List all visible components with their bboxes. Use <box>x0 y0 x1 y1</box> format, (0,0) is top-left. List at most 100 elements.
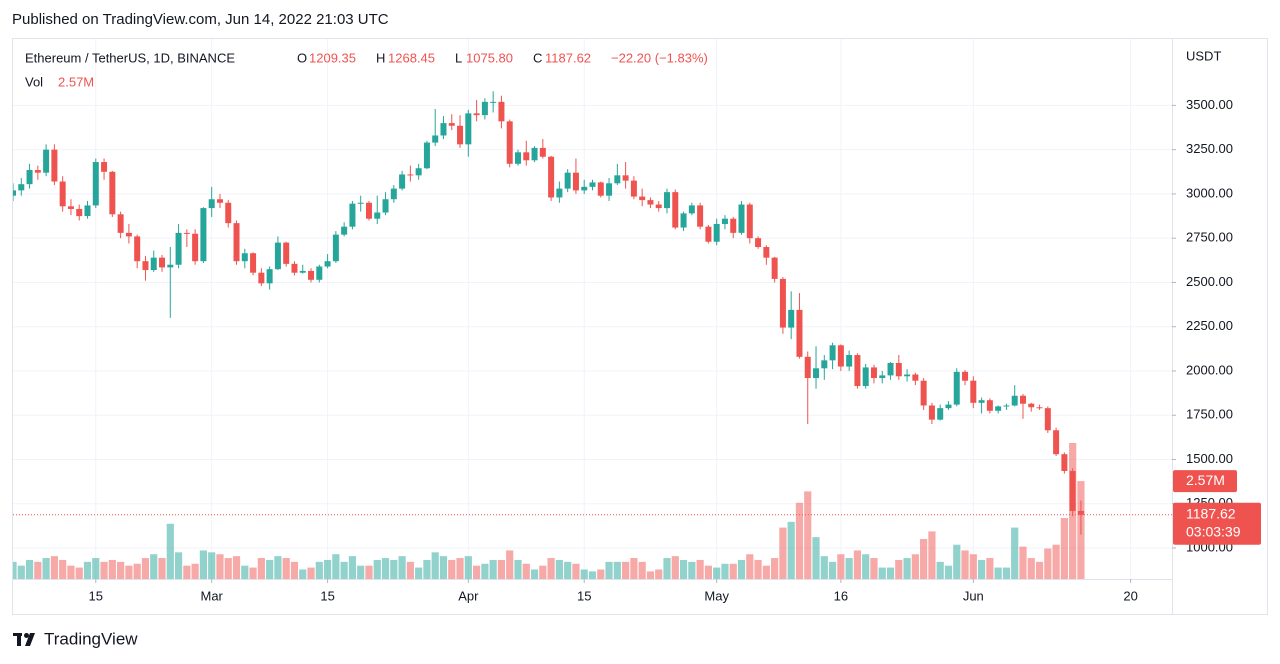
volume-bar <box>166 523 174 579</box>
candle-body <box>448 123 455 126</box>
volume-bar <box>572 563 580 579</box>
y-tick-label: 3000.00 <box>1186 185 1233 200</box>
volume-bar <box>588 571 597 579</box>
volume-bar <box>141 558 150 579</box>
candle-body <box>779 278 786 328</box>
x-tick-label: Jun <box>963 588 984 603</box>
volume-bar <box>216 554 224 579</box>
candle-body <box>556 188 563 198</box>
ohlc-value: 1268.45 <box>388 50 435 65</box>
volume-bar <box>1002 567 1011 579</box>
candle-body <box>175 232 182 265</box>
volume-bar <box>439 556 448 579</box>
candle-body <box>324 261 331 267</box>
chart-frame <box>12 38 1268 615</box>
candle-body <box>51 149 58 182</box>
candle-body <box>134 236 141 262</box>
candle-body <box>564 172 571 189</box>
candle-body <box>332 234 339 262</box>
candle-body <box>192 233 199 262</box>
candle-body <box>109 171 116 215</box>
candle-body <box>481 101 488 116</box>
candle-body <box>523 152 530 161</box>
candle-body <box>142 261 149 271</box>
brand: TradingView <box>44 629 138 648</box>
candle-body <box>423 142 430 169</box>
candle-body <box>84 205 91 217</box>
candle-body <box>1044 408 1051 431</box>
candle-body <box>688 205 695 214</box>
candle-body <box>1003 405 1010 407</box>
y-tick-label: 2250.00 <box>1186 318 1233 333</box>
x-tick-label: May <box>704 588 729 603</box>
volume-bar <box>34 561 42 579</box>
candle-body <box>506 121 513 164</box>
x-tick-label: 20 <box>1123 588 1137 603</box>
axes: 1000.001250.001500.001750.002000.002250.… <box>89 97 1233 604</box>
logo-part <box>17 633 21 646</box>
volume-bar <box>406 561 414 579</box>
x-tick-label: Mar <box>200 588 223 603</box>
ohlc-value: 1075.80 <box>466 50 513 65</box>
ohlc-name: O <box>297 50 307 65</box>
volume-bar <box>266 559 274 579</box>
y-tick-label: 1750.00 <box>1186 407 1233 422</box>
candle-body <box>978 400 985 403</box>
volume-bar <box>1044 548 1052 579</box>
volume-bar <box>713 567 721 579</box>
candle-body <box>308 270 315 280</box>
volume-bar <box>50 556 58 579</box>
x-tick-label: 15 <box>577 588 591 603</box>
volume-bar <box>547 558 555 579</box>
volume-bar <box>622 561 630 579</box>
volume-bar <box>953 544 961 579</box>
volume-bar <box>679 559 688 579</box>
volume-bar <box>183 565 191 579</box>
candle-body <box>539 147 546 157</box>
candle-body <box>216 199 223 203</box>
y-tick-label: 3500.00 <box>1186 97 1233 112</box>
ohlc-name: H <box>376 50 385 65</box>
candle-body <box>647 200 654 205</box>
candle-body <box>374 212 381 219</box>
candle-body <box>755 238 762 248</box>
volume-bar <box>911 554 919 579</box>
volume-bar <box>771 558 779 579</box>
candle-body <box>655 204 662 209</box>
volume-bar <box>1019 546 1027 579</box>
volume-bar <box>812 537 820 579</box>
volume-bar <box>398 556 406 579</box>
y-tick-label: 2750.00 <box>1186 230 1233 245</box>
ohlc-value: 1187.62 <box>545 50 591 65</box>
volume-bar <box>1052 544 1060 579</box>
volume-bar <box>986 558 994 579</box>
candle-body <box>887 363 894 376</box>
candle-body <box>382 199 389 213</box>
volume-bar <box>481 563 489 579</box>
candle-body <box>390 188 397 200</box>
volume-bar <box>646 571 655 579</box>
candle-body <box>531 147 538 161</box>
volume-bar <box>390 559 398 579</box>
volume-bar <box>605 561 613 579</box>
volume-bar <box>83 561 92 579</box>
candle-body <box>639 196 646 201</box>
volume-bar <box>862 554 870 579</box>
y-tick-label: 1500.00 <box>1186 451 1233 466</box>
candle-body <box>572 172 579 191</box>
volume-bar <box>241 565 249 579</box>
y-tick-label: 2000.00 <box>1186 362 1233 377</box>
candle-body <box>200 208 207 262</box>
symbol: Ethereum / TetherUS, 1D, BINANCE <box>25 50 235 65</box>
volume-bar <box>762 565 770 579</box>
volume-bar <box>845 558 853 579</box>
candle-body <box>713 224 720 242</box>
candle-body <box>1028 403 1035 408</box>
volume-bar <box>282 558 290 579</box>
candle-body <box>995 406 1002 411</box>
volume-bar <box>473 565 481 579</box>
volume-bar <box>597 569 605 579</box>
volume-bar <box>67 565 75 579</box>
candle-body <box>680 213 687 228</box>
candle-body <box>746 204 753 239</box>
